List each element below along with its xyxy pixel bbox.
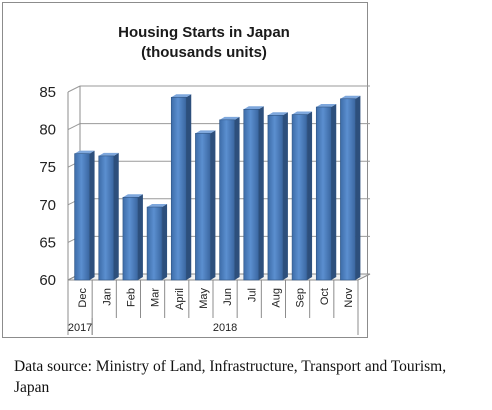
y-tick-label: 80 [39, 122, 56, 139]
y-tick-label: 60 [39, 272, 56, 289]
bar-jun [219, 116, 240, 281]
data-source-note: Data source: Ministry of Land, Infrastru… [14, 358, 447, 396]
gridline-depth [67, 123, 81, 131]
x-tick-label: Dec [77, 288, 89, 308]
x-tick-label: April [174, 288, 186, 310]
bar-april [170, 94, 192, 281]
bar-feb [122, 194, 143, 281]
x-tick-label: Jun [222, 288, 234, 306]
bar-mar [146, 204, 168, 281]
x-tick-label: Jul [246, 288, 258, 302]
x-tick-label: Sep [295, 288, 307, 308]
y-tick-label: 65 [39, 234, 56, 251]
bar-nov [340, 95, 361, 281]
bar-dec [74, 150, 95, 281]
bar-jan [98, 152, 119, 281]
bar-jul [243, 106, 264, 281]
x-tick-label: Nov [343, 288, 355, 308]
x-tick-label: Mar [150, 288, 162, 307]
y-tick-label: 70 [39, 197, 56, 214]
y-tick-label: 75 [39, 159, 56, 176]
bar-may [195, 130, 216, 281]
chart-title-line-1: Housing Starts in Japan [118, 24, 290, 41]
year-label: 2018 [213, 322, 237, 334]
x-tick-label: May [198, 288, 210, 309]
bar-aug [267, 112, 288, 281]
gridline-depth [67, 85, 81, 93]
year-label: 2017 [68, 322, 92, 334]
bar-oct [315, 104, 337, 281]
bar-sep [291, 111, 313, 281]
chart-title-line-2: (thousands units) [141, 44, 267, 61]
y-tick-label: 85 [39, 84, 56, 101]
x-tick-label: Feb [125, 288, 137, 307]
housing-starts-chart: Housing Starts in Japan (thousands units… [39, 24, 371, 335]
x-tick-label: Aug [270, 288, 282, 308]
x-tick-label: Oct [319, 288, 331, 305]
x-tick-label: Jan [101, 288, 113, 306]
